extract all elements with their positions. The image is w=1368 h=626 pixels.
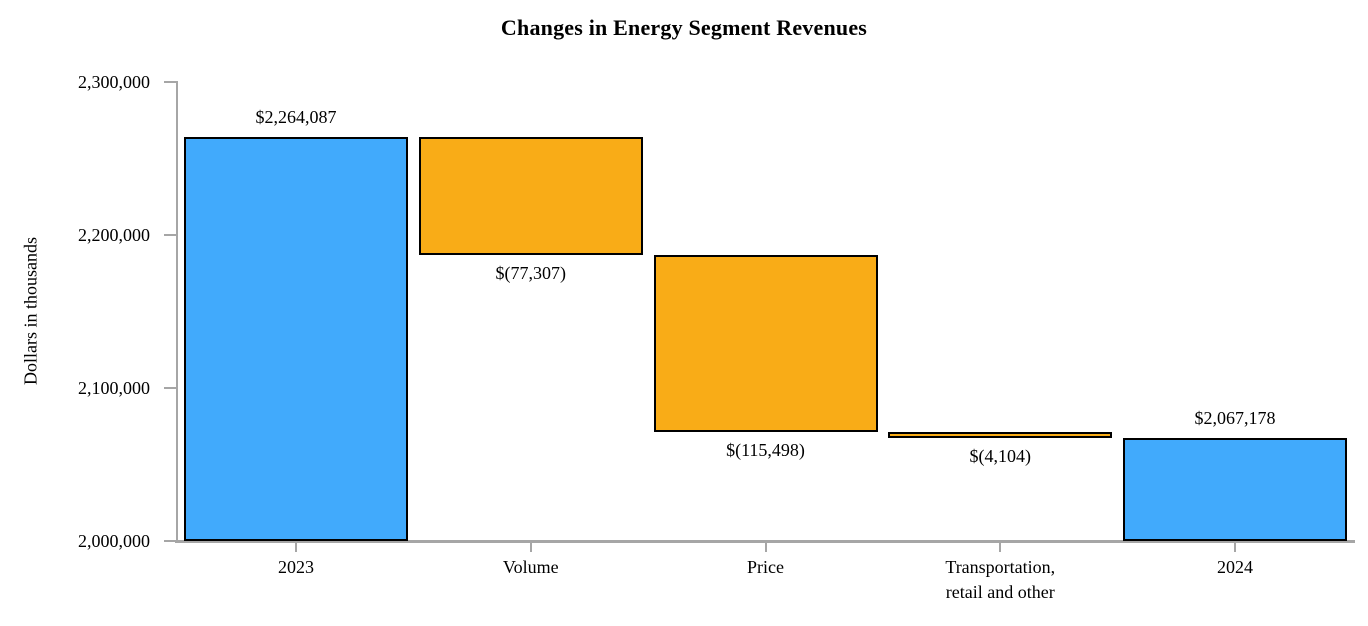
y-tick <box>164 387 176 389</box>
bar-value-label-2023: $2,264,087 <box>255 106 337 127</box>
y-axis-title: Dollars in thousands <box>20 237 41 386</box>
y-tick <box>164 234 176 236</box>
waterfall-bar-2023 <box>184 136 408 541</box>
y-tick-label: 2,200,000 <box>78 225 150 245</box>
x-tick <box>529 542 532 552</box>
chart-title: Changes in Energy Segment Revenues <box>500 15 868 40</box>
y-axis-line <box>176 81 178 543</box>
x-tick-label-transportation: Transportation, retail and other <box>945 557 1056 602</box>
waterfall-bar-volume <box>418 136 643 256</box>
waterfall-bar-price <box>653 255 878 432</box>
y-tick <box>164 81 176 83</box>
bar-value-label-volume: $(77,307) <box>495 263 567 284</box>
waterfall-bar-2024 <box>1123 438 1347 541</box>
y-tick-label: 2,000,000 <box>78 531 150 551</box>
waterfall-bar-transportation <box>888 431 1113 439</box>
x-tick-label-price: Price <box>747 557 784 577</box>
y-tick-label: 2,300,000 <box>78 72 150 92</box>
y-tick <box>164 540 176 542</box>
bar-value-label-transportation: $(4,104) <box>969 446 1032 467</box>
x-axis-line <box>175 540 1355 543</box>
x-tick-label-2024: 2024 <box>1217 557 1253 577</box>
x-tick <box>999 542 1002 552</box>
x-tick-label-volume: Volume <box>502 557 559 577</box>
y-tick-label: 2,100,000 <box>78 378 150 398</box>
x-tick <box>295 542 297 552</box>
x-tick <box>764 542 767 552</box>
bar-value-label-price: $(115,498) <box>726 439 805 460</box>
bar-value-label-2024: $2,067,178 <box>1194 408 1276 429</box>
x-tick <box>1234 542 1236 552</box>
x-tick-label-2023: 2023 <box>278 557 314 577</box>
